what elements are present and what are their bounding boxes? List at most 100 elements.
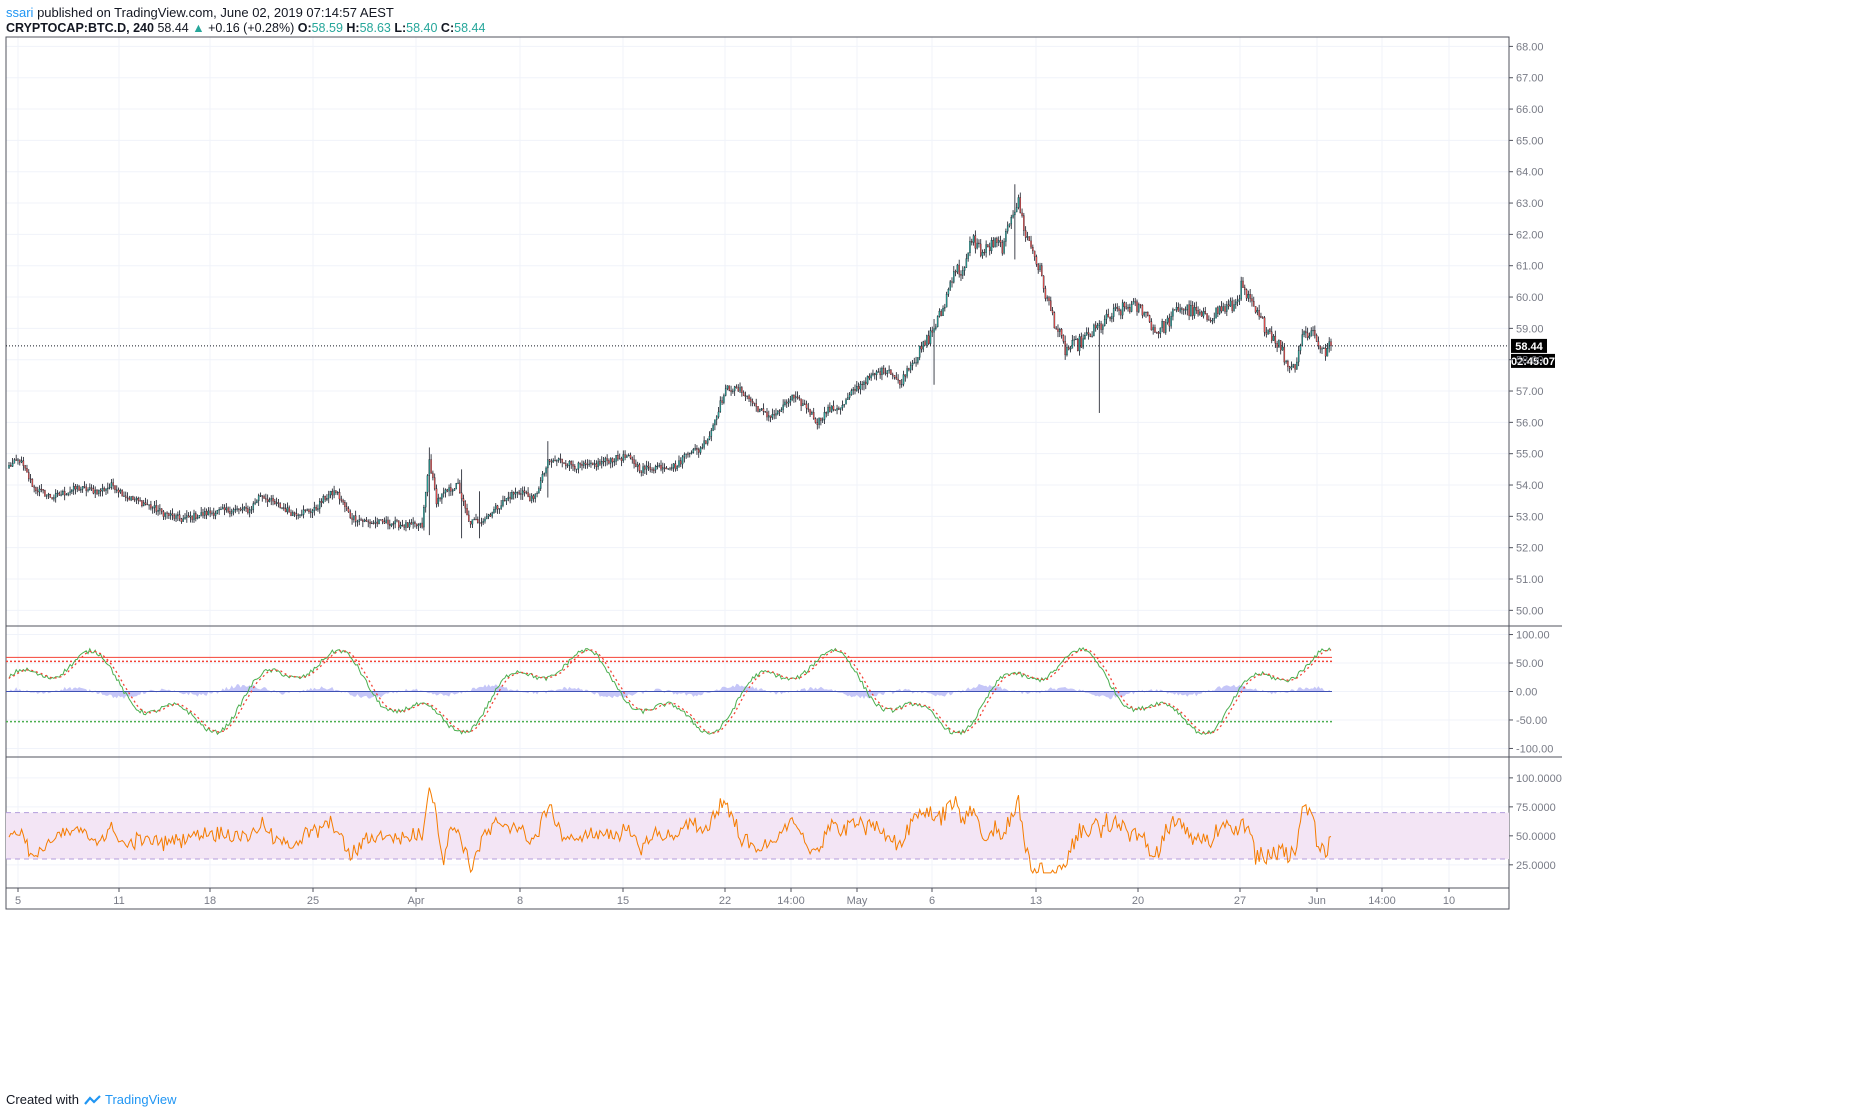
candle-body [419, 522, 422, 525]
candle-body [721, 400, 723, 403]
candle-body [232, 509, 235, 512]
candle-body [805, 403, 808, 409]
symbol-label[interactable]: CRYPTOCAP:BTC.D, 240 [6, 21, 154, 35]
candle-body [775, 413, 777, 416]
author-link[interactable]: ssari [6, 5, 34, 20]
candle-body [1098, 323, 1101, 326]
candle-body [512, 492, 515, 495]
candle-body [259, 495, 262, 497]
candle-body [283, 507, 285, 509]
candle-body [372, 522, 375, 525]
candle-body [392, 523, 395, 525]
candle-body [762, 408, 765, 412]
candle-body [306, 509, 308, 511]
price-tick-label: 52.00 [1516, 543, 1544, 555]
candle-body [433, 477, 436, 489]
candle-body [218, 508, 220, 511]
candle-body [349, 511, 352, 519]
candle-body [239, 508, 242, 511]
high-value: 58.63 [359, 21, 391, 35]
candle-body [732, 390, 734, 392]
last-price: 58.44 [157, 21, 189, 35]
candle-body [187, 515, 190, 518]
candle-body [342, 500, 344, 503]
candle-body [1012, 214, 1014, 218]
candle-body [942, 308, 944, 317]
candle-body [706, 438, 709, 444]
candle-body [694, 448, 696, 450]
candle-body [1261, 317, 1264, 319]
candle-body [326, 498, 328, 500]
candle-body [1315, 335, 1318, 342]
candle-body [976, 242, 978, 249]
candle-body [897, 378, 899, 381]
candle-body [733, 386, 736, 392]
candle-body [847, 397, 849, 400]
candle-body [836, 408, 838, 411]
candle-body [850, 390, 853, 396]
candle-body [1254, 306, 1257, 313]
price-tick-label: 60.00 [1516, 292, 1544, 304]
candle-body [870, 374, 872, 379]
candle-body [1191, 305, 1194, 316]
candle-body [1175, 307, 1178, 310]
candle-body [865, 381, 867, 384]
candle-body [13, 459, 16, 464]
candle-body [435, 488, 438, 505]
candle-body [1226, 304, 1228, 312]
candle-body [315, 507, 317, 510]
rsi-pane [6, 787, 1509, 874]
candle-body [414, 522, 416, 524]
stoch-d-line [8, 648, 1332, 734]
candle-body [220, 508, 222, 511]
candle-body [1120, 310, 1122, 316]
candle-body [768, 415, 770, 418]
candle-body [1312, 330, 1314, 332]
candle-body [108, 486, 111, 489]
candle-body [1082, 338, 1084, 348]
candle-body [1046, 297, 1048, 299]
candle-body [204, 511, 206, 516]
candle-body [771, 414, 774, 418]
candle-body [1305, 331, 1307, 334]
candle-body [29, 478, 32, 480]
candle-body [1080, 336, 1083, 348]
candle-body [1096, 325, 1099, 329]
symbol-header: CRYPTOCAP:BTC.D, 240 58.44 ▲ +0.16 (+0.2… [6, 21, 485, 35]
candle-body [1220, 306, 1223, 312]
candle-body [196, 517, 199, 519]
candle-body [424, 492, 427, 508]
candle-body [1328, 341, 1330, 349]
candle-body [674, 463, 677, 470]
candle-body [755, 403, 757, 407]
candle-body [859, 383, 862, 390]
candle-body [459, 482, 461, 494]
candle-body [248, 509, 251, 513]
candle-body [159, 508, 161, 511]
candle-body [1024, 230, 1027, 238]
candle-body [1078, 336, 1081, 352]
candle-body [1030, 240, 1032, 248]
candle-body [1161, 321, 1163, 329]
candle-body [351, 517, 353, 520]
candle-body [478, 522, 481, 524]
candle-body [1170, 316, 1172, 327]
candle-body [1190, 305, 1192, 316]
rsi-tick-label: 75.0000 [1516, 802, 1556, 814]
candle-body [157, 510, 159, 512]
candle-body [1017, 197, 1020, 208]
candle-body [1267, 329, 1269, 335]
candle-body [345, 506, 348, 509]
candle-body [261, 495, 264, 497]
candle-body [1330, 341, 1332, 347]
candle-body [766, 411, 768, 418]
tradingview-logo[interactable]: TradingView [83, 1092, 177, 1107]
candle-body [958, 264, 960, 275]
candle-body [663, 467, 666, 469]
candle-body [1296, 361, 1298, 370]
candle-body [1276, 342, 1278, 348]
candle-body [1199, 311, 1201, 315]
candle-body [53, 497, 55, 500]
candle-body [216, 510, 219, 514]
